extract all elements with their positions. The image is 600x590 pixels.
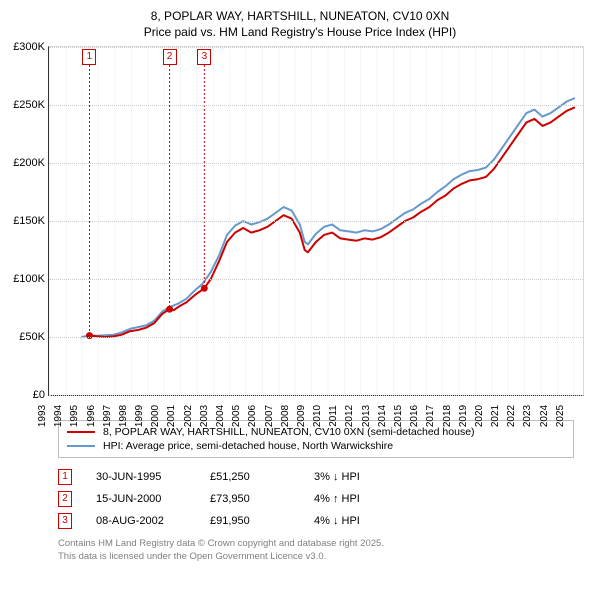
y-gridline [49, 221, 583, 222]
x-tick-label: 2025 [555, 405, 566, 427]
x-tick-label: 2018 [442, 405, 453, 427]
y-tick-label: £150K [13, 215, 45, 227]
title-line2: Price paid vs. HM Land Registry's House … [10, 24, 590, 40]
plot-area: £0£50K£100K£150K£200K£250K£300K123 19931… [48, 46, 584, 416]
x-tick-label: 2005 [231, 405, 242, 427]
sale-date: 15-JUN-2000 [96, 493, 186, 505]
x-tick-label: 2015 [393, 405, 404, 427]
x-tick-label: 1993 [37, 405, 48, 427]
sale-marker-icon: 3 [58, 513, 72, 529]
x-tick-label: 2003 [199, 405, 210, 427]
sale-price: £73,950 [210, 493, 290, 505]
x-tick-label: 1994 [53, 405, 64, 427]
x-tick-label: 1998 [118, 405, 129, 427]
legend-swatch-hpi [67, 445, 95, 447]
x-tick-label: 2014 [377, 405, 388, 427]
x-tick-label: 1997 [102, 405, 113, 427]
sales-row: 1 30-JUN-1995 £51,250 3% ↓ HPI [58, 466, 590, 488]
x-tick-label: 2019 [458, 405, 469, 427]
series-price_paid [90, 108, 575, 338]
x-tick-label: 2022 [506, 405, 517, 427]
y-gridline [49, 279, 583, 280]
x-tick-label: 2006 [247, 405, 258, 427]
x-tick-label: 2023 [522, 405, 533, 427]
x-tick-label: 2011 [328, 406, 339, 428]
x-tick-label: 2016 [409, 405, 420, 427]
sale-date: 08-AUG-2002 [96, 515, 186, 527]
license-text: Contains HM Land Registry data © Crown c… [58, 538, 590, 563]
x-tick-label: 1996 [86, 405, 97, 427]
plot-inner: £0£50K£100K£150K£200K£250K£300K123 [48, 46, 584, 396]
legend-swatch-price [67, 431, 95, 433]
sales-row: 3 08-AUG-2002 £91,950 4% ↓ HPI [58, 510, 590, 532]
x-tick-label: 2008 [280, 405, 291, 427]
sales-table: 1 30-JUN-1995 £51,250 3% ↓ HPI 2 15-JUN-… [58, 466, 590, 532]
y-gridline [49, 337, 583, 338]
x-tick-label: 2020 [474, 405, 485, 427]
sale-hpi-delta: 3% ↓ HPI [314, 471, 394, 483]
sale-marker-icon: 1 [58, 469, 72, 485]
sale-hpi-delta: 4% ↑ HPI [314, 493, 394, 505]
sale-marker-icon: 2 [58, 491, 72, 507]
legend-label: HPI: Average price, semi-detached house,… [103, 440, 393, 452]
x-tick-label: 2012 [344, 405, 355, 427]
x-tick-label: 2017 [425, 405, 436, 427]
chart-title: 8, POPLAR WAY, HARTSHILL, NUNEATON, CV10… [10, 8, 590, 40]
x-tick-label: 2010 [312, 405, 323, 427]
series-hpi [81, 98, 575, 337]
x-tick-label: 2000 [150, 405, 161, 427]
license-line2: This data is licensed under the Open Gov… [58, 551, 590, 563]
y-gridline [49, 395, 583, 396]
x-tick-label: 2013 [361, 405, 372, 427]
y-tick-label: £250K [13, 99, 45, 111]
x-tick-label: 2021 [490, 405, 501, 427]
x-tick-label: 2007 [264, 405, 275, 427]
y-gridline [49, 163, 583, 164]
legend-label: 8, POPLAR WAY, HARTSHILL, NUNEATON, CV10… [103, 426, 475, 438]
y-tick-label: £0 [33, 389, 45, 401]
y-tick-label: £50K [19, 331, 45, 343]
sale-marker-flag: 1 [82, 49, 96, 65]
license-line1: Contains HM Land Registry data © Crown c… [58, 538, 590, 550]
chart-container: 8, POPLAR WAY, HARTSHILL, NUNEATON, CV10… [0, 0, 600, 590]
sale-marker-flag: 3 [197, 49, 211, 65]
y-gridline [49, 105, 583, 106]
x-tick-label: 2002 [183, 405, 194, 427]
sales-row: 2 15-JUN-2000 £73,950 4% ↑ HPI [58, 488, 590, 510]
legend-item: 8, POPLAR WAY, HARTSHILL, NUNEATON, CV10… [67, 425, 565, 439]
y-tick-label: £200K [13, 157, 45, 169]
x-tick-label: 1999 [134, 405, 145, 427]
sale-marker-flag: 2 [163, 49, 177, 65]
y-tick-label: £100K [13, 273, 45, 285]
x-tick-label: 2004 [215, 405, 226, 427]
x-tick-label: 2001 [166, 405, 177, 427]
x-tick-label: 2024 [539, 405, 550, 427]
title-line1: 8, POPLAR WAY, HARTSHILL, NUNEATON, CV10… [10, 8, 590, 24]
sale-date: 30-JUN-1995 [96, 471, 186, 483]
sale-price: £51,250 [210, 471, 290, 483]
x-tick-label: 2009 [296, 405, 307, 427]
x-tick-label: 1995 [69, 405, 80, 427]
y-gridline [49, 47, 583, 48]
legend-item: HPI: Average price, semi-detached house,… [67, 439, 565, 453]
sale-price: £91,950 [210, 515, 290, 527]
sale-hpi-delta: 4% ↓ HPI [314, 515, 394, 527]
y-tick-label: £300K [13, 41, 45, 53]
